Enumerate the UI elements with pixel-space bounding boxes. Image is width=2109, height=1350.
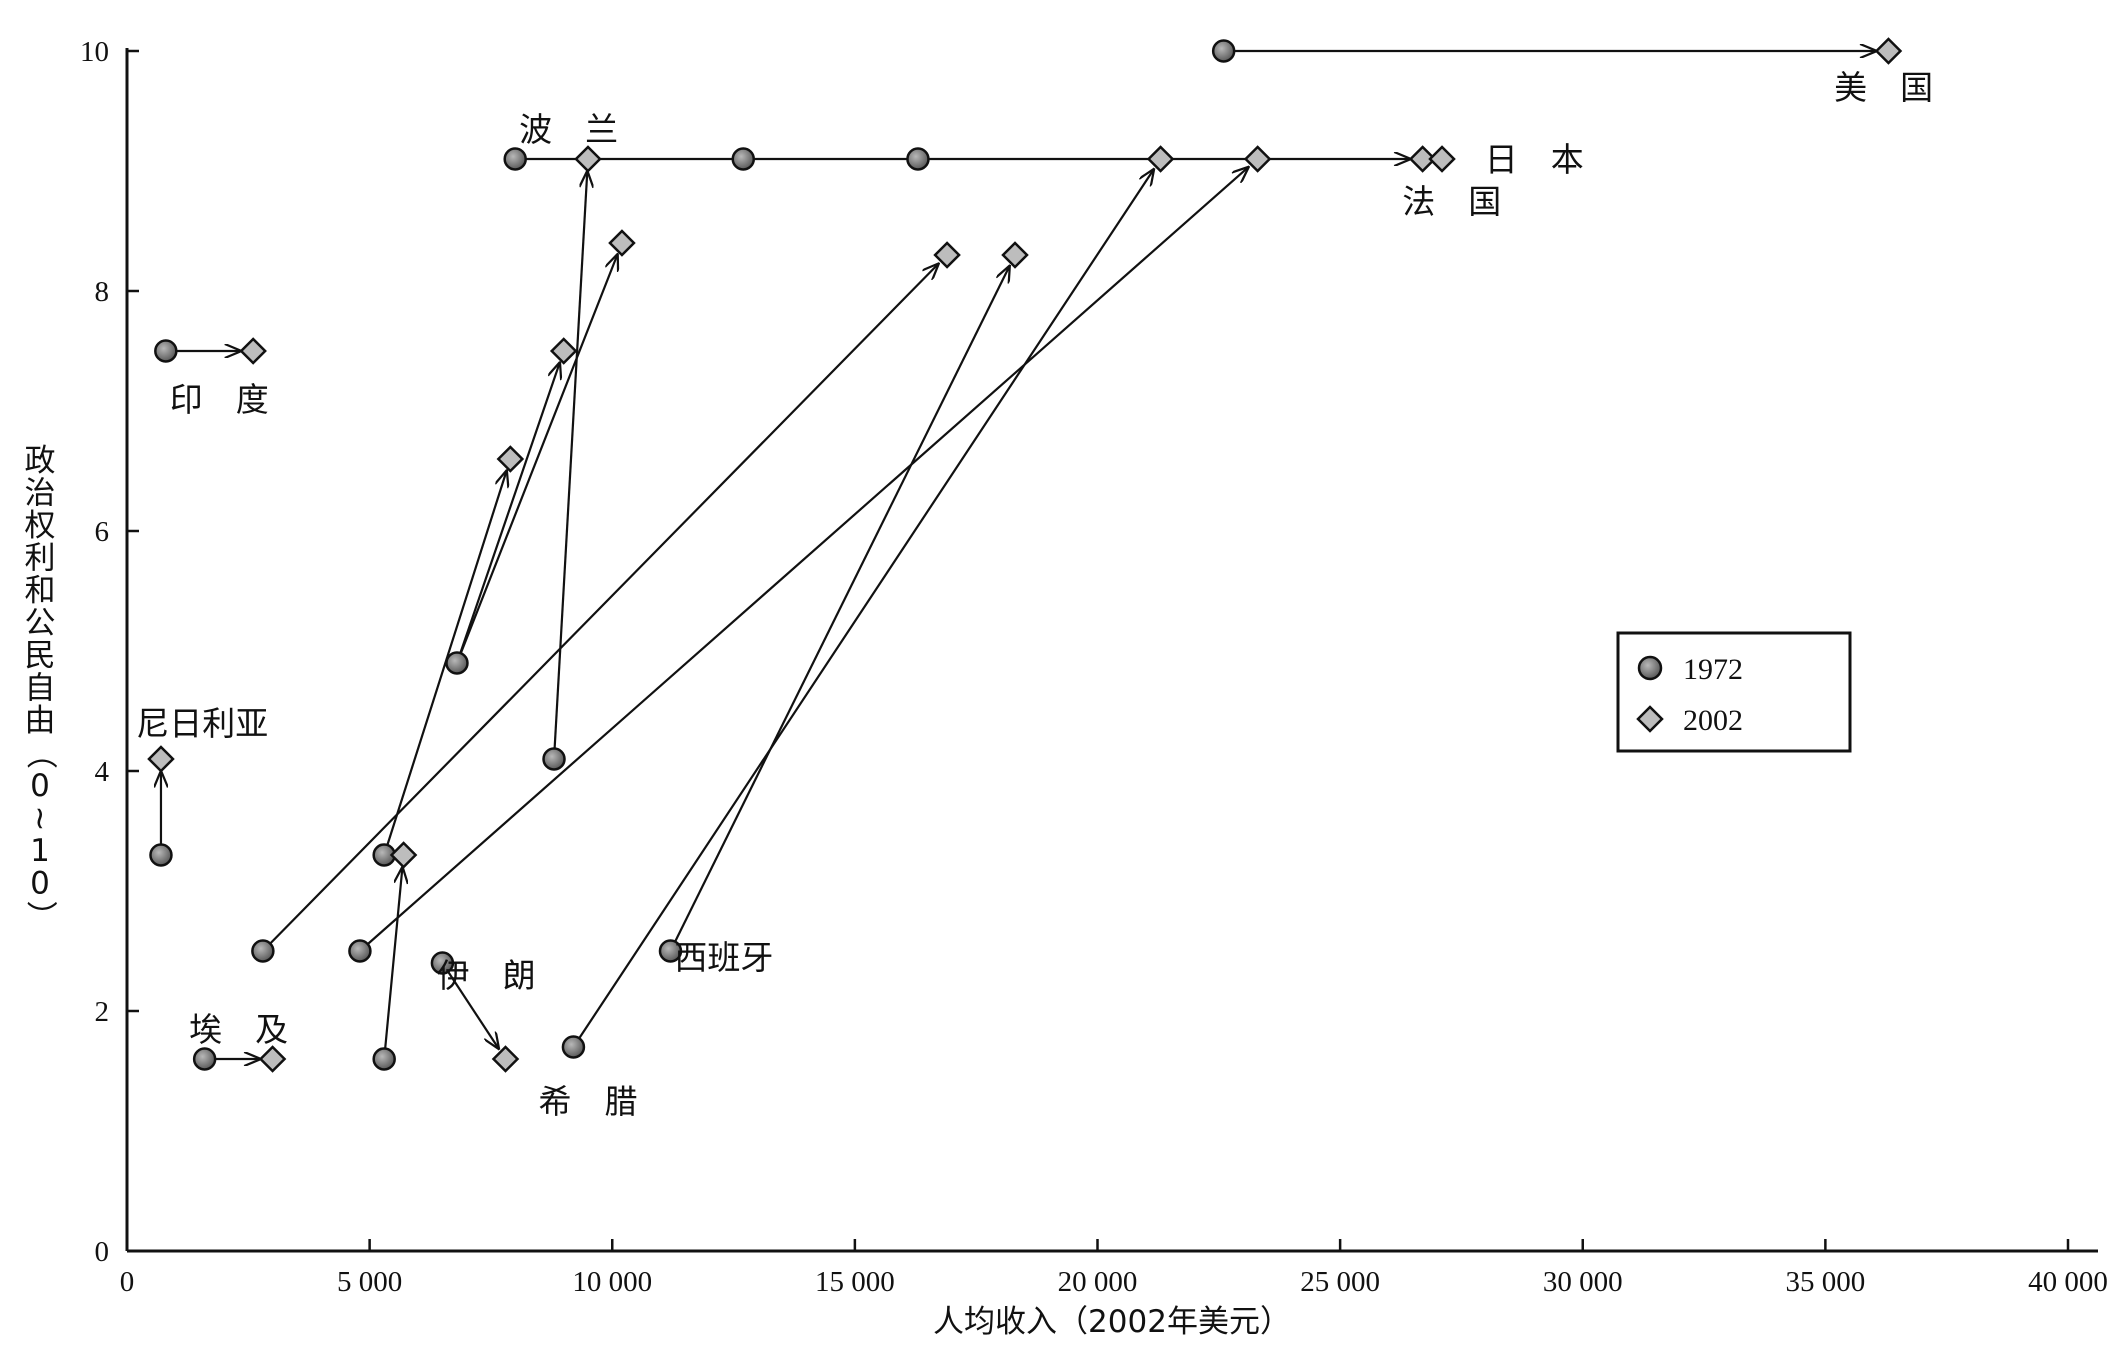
connections <box>161 51 1875 1059</box>
y-axis-title-char: 自 <box>25 671 56 707</box>
country-label: 波 兰 <box>519 110 618 149</box>
legend: 1972 2002 <box>1616 631 1852 753</box>
y-axis-title-char: 利 <box>25 541 56 577</box>
country-label: 伊 朗 <box>437 956 536 995</box>
connection-arrow <box>669 267 1009 952</box>
connection-arrow <box>383 868 402 1060</box>
point-1972 <box>561 1035 586 1059</box>
connection-arrow <box>441 962 498 1048</box>
x-tick-label: 10 000 <box>572 1266 652 1298</box>
y-tick-label: 8 <box>95 276 110 308</box>
connection-arrow <box>552 172 587 760</box>
x-tick-label: 0 <box>120 1266 135 1298</box>
y-axis-title-char: ） <box>22 901 58 932</box>
point-2002 <box>608 229 636 257</box>
connection-arrow <box>262 264 938 952</box>
y-axis-title-char: 民 <box>25 638 56 674</box>
y-axis-title-char: 和 <box>25 573 56 609</box>
point-2002 <box>933 241 961 269</box>
point-2002 <box>1408 145 1437 173</box>
legend-label-2002: 2002 <box>1683 704 1743 737</box>
legend-label-1972: 1972 <box>1683 653 1743 686</box>
country-label: 日 本 <box>1485 140 1584 179</box>
point-1972 <box>372 1047 396 1071</box>
point-1972 <box>149 843 173 867</box>
point-2002 <box>491 1045 520 1073</box>
point-2002 <box>1874 37 1903 65</box>
point-1972 <box>906 147 930 171</box>
country-label: 西班牙 <box>674 938 773 977</box>
country-label: 法 国 <box>1402 182 1501 221</box>
point-1972 <box>192 1047 217 1071</box>
y-tick-label: 2 <box>95 996 110 1028</box>
point-2002 <box>1001 241 1029 269</box>
y-axis-title-char: （ <box>22 738 58 769</box>
y-axis-title-char: 公 <box>25 606 56 642</box>
point-2002 <box>1146 145 1175 173</box>
point-1972 <box>348 939 372 963</box>
y-tick-label: 0 <box>95 1236 110 1268</box>
y-axis-title-char: 1 <box>30 833 50 869</box>
connection-arrow <box>455 255 617 664</box>
point-2002 <box>239 337 267 365</box>
point-2002 <box>496 445 525 473</box>
y-axis-title-char: 0 <box>30 768 50 804</box>
point-2002 <box>389 841 418 869</box>
point-2002 <box>1428 145 1456 173</box>
point-2002 <box>1243 145 1272 173</box>
country-label: 印 度 <box>170 380 269 419</box>
point-2002 <box>549 337 578 365</box>
y-tick-label: 4 <box>95 756 110 788</box>
x-tick-label: 20 000 <box>1058 1266 1138 1298</box>
y-axis-title-char: 0 <box>30 866 50 902</box>
country-label: 尼日利亚 <box>136 704 268 743</box>
y-axis-title-char: 由 <box>25 703 56 739</box>
y-axis-title-char: 政 <box>25 443 56 479</box>
point-1972 <box>503 147 527 171</box>
y-ticks: 0 2 4 6 8 10 <box>80 36 139 1268</box>
x-tick-label: 30 000 <box>1543 1266 1623 1298</box>
point-1972 <box>658 939 683 963</box>
legend-marker-1972 <box>1637 655 1663 681</box>
series-2002 <box>147 37 1903 1073</box>
y-tick-label: 6 <box>95 516 110 548</box>
x-tick-label: 5 000 <box>337 1266 402 1298</box>
x-ticks: 0 5 000 10 000 15 000 20 000 25 000 30 000 35 0… <box>120 1239 2108 1298</box>
point-1972 <box>154 339 178 363</box>
x-tick-label: 35 000 <box>1786 1266 1866 1298</box>
y-axis-title-char: 权 <box>25 508 56 544</box>
country-label: 美 国 <box>1834 68 1933 107</box>
y-axis-title-char: 治 <box>25 476 56 512</box>
point-2002 <box>574 145 602 173</box>
y-axis-title-char: ~ <box>22 806 58 832</box>
connection-arrow <box>455 363 560 664</box>
point-1972 <box>445 651 469 675</box>
series-1972 <box>149 39 1236 1071</box>
legend-marker-2002 <box>1636 705 1664 733</box>
x-tick-label: 40 000 <box>2028 1266 2108 1298</box>
x-tick-label: 25 000 <box>1300 1266 1380 1298</box>
point-1972 <box>542 747 566 771</box>
country-label: 希 腊 <box>538 1082 637 1121</box>
legend-box <box>1616 631 1852 753</box>
point-1972 <box>731 147 756 171</box>
point-1972 <box>1211 39 1236 63</box>
point-1972 <box>251 939 275 963</box>
country-label: 埃 及 <box>189 1010 288 1049</box>
x-axis-title: 人均收入（2002年美元） <box>933 1304 1291 1340</box>
axes <box>125 48 2098 1253</box>
point-2002 <box>258 1045 287 1073</box>
connection-arrow <box>359 168 1248 952</box>
point-1972 <box>430 951 455 975</box>
point-2002 <box>147 745 175 773</box>
x-tick-label: 15 000 <box>815 1266 895 1298</box>
y-tick-label: 10 <box>80 36 109 68</box>
connection-arrow <box>572 170 1153 1048</box>
